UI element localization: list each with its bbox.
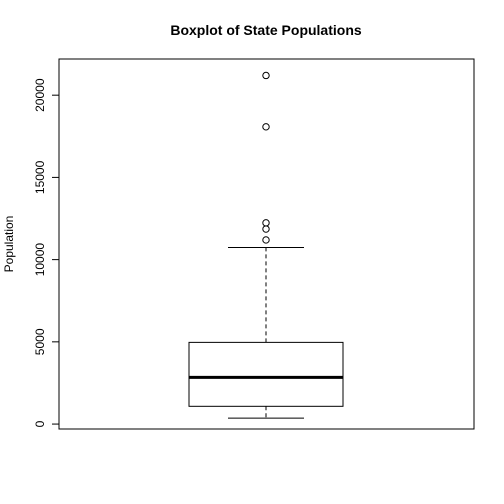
- y-axis-label: Population: [2, 216, 16, 273]
- y-tick-label: 5000: [33, 328, 47, 355]
- y-axis: 0 5000 10000 15000 20000: [33, 78, 60, 427]
- y-tick-label: 10000: [33, 243, 47, 277]
- iqr-box: [188, 341, 344, 407]
- outlier-point: [262, 123, 270, 131]
- y-tick-label: 15000: [33, 160, 47, 194]
- outlier-point: [262, 225, 270, 233]
- outliers: [262, 71, 270, 244]
- outlier-point: [262, 236, 270, 244]
- chart-title: Boxplot of State Populations: [170, 22, 362, 38]
- y-tick-label: 0: [33, 420, 47, 427]
- plot-frame: [58, 58, 475, 430]
- outlier-point: [262, 71, 270, 80]
- outlier-point: [262, 219, 270, 227]
- box-plot: [188, 247, 344, 419]
- y-tick-label: 20000: [33, 78, 47, 112]
